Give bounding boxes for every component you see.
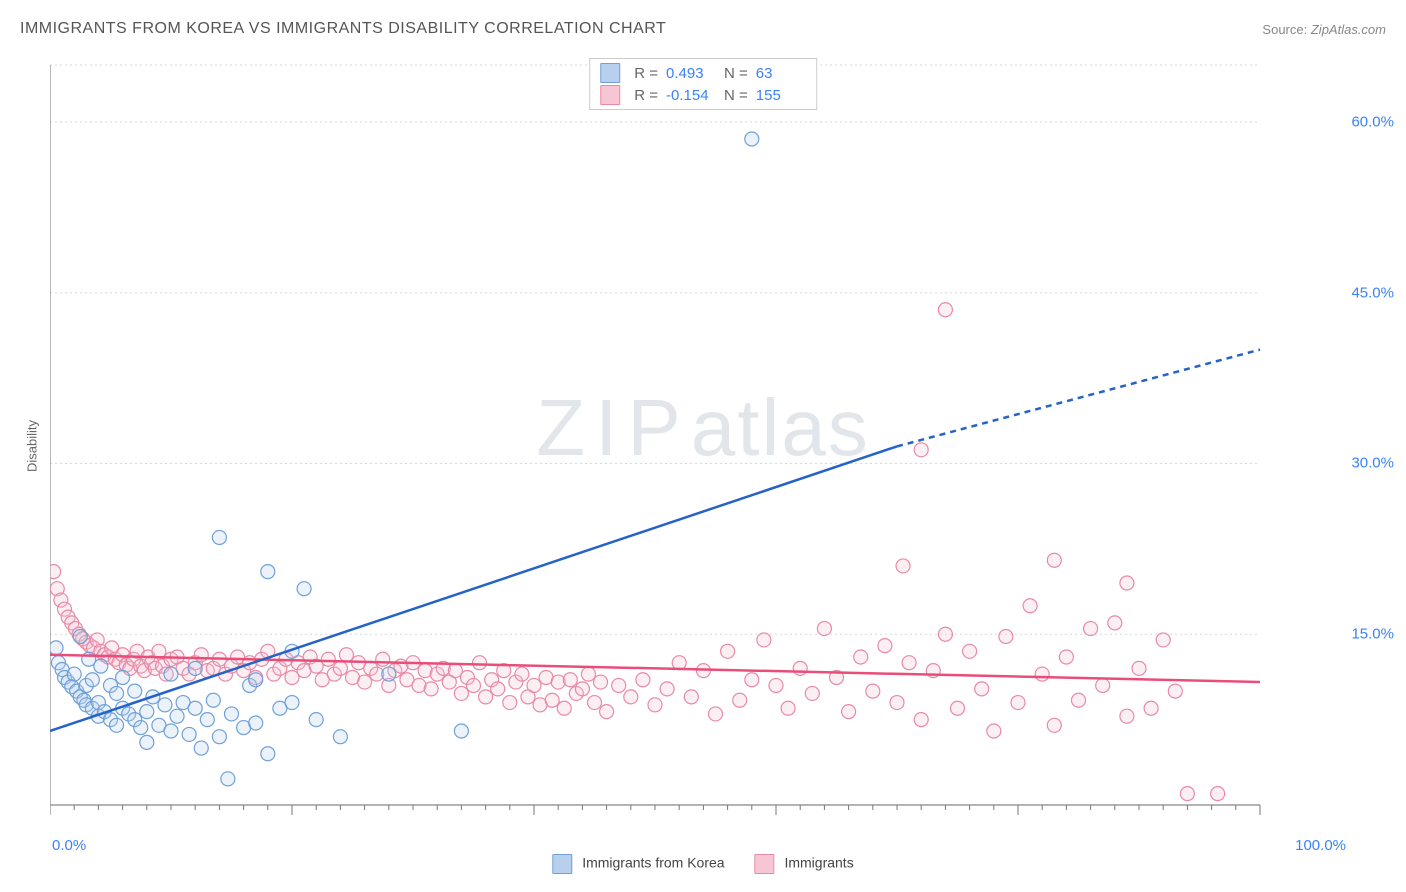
- stat-label-n: N =: [724, 87, 748, 104]
- legend-stats-row: R = -0.154 N = 155: [600, 85, 806, 105]
- legend-bottom: Immigrants from Korea Immigrants: [552, 854, 853, 874]
- stat-label-r: R =: [634, 87, 658, 104]
- stat-r-korea: 0.493: [666, 65, 716, 82]
- source-attribution: Source: ZipAtlas.com: [1262, 22, 1386, 37]
- scatter-chart-svg: [50, 55, 1330, 825]
- y-tick-label: 45.0%: [1351, 284, 1394, 301]
- swatch-immigrants: [600, 85, 620, 105]
- legend-label-immigrants: Immigrants: [784, 855, 853, 871]
- stat-r-immigrants: -0.154: [666, 87, 716, 104]
- legend-item-immigrants: Immigrants: [755, 854, 854, 874]
- chart-title: IMMIGRANTS FROM KOREA VS IMMIGRANTS DISA…: [20, 20, 666, 38]
- y-tick-label: 15.0%: [1351, 626, 1394, 643]
- legend-stats-row: R = 0.493 N = 63: [600, 63, 806, 83]
- stat-n-korea: 63: [756, 65, 806, 82]
- swatch-korea-icon: [552, 854, 572, 874]
- x-axis-start-label: 0.0%: [52, 837, 86, 854]
- legend-stats-box: R = 0.493 N = 63 R = -0.154 N = 155: [589, 58, 817, 110]
- x-axis-end-label: 100.0%: [1295, 837, 1346, 854]
- swatch-immigrants-icon: [755, 854, 775, 874]
- y-tick-label: 60.0%: [1351, 113, 1394, 130]
- swatch-korea: [600, 63, 620, 83]
- source-label: Source:: [1262, 22, 1307, 37]
- legend-item-korea: Immigrants from Korea: [552, 854, 724, 874]
- y-tick-label: 30.0%: [1351, 455, 1394, 472]
- stat-label-r: R =: [634, 65, 658, 82]
- legend-label-korea: Immigrants from Korea: [582, 855, 724, 871]
- plot-area: [50, 55, 1330, 825]
- stat-label-n: N =: [724, 65, 748, 82]
- stat-n-immigrants: 155: [756, 87, 806, 104]
- source-value: ZipAtlas.com: [1311, 22, 1386, 37]
- y-axis-label: Disability: [25, 420, 40, 472]
